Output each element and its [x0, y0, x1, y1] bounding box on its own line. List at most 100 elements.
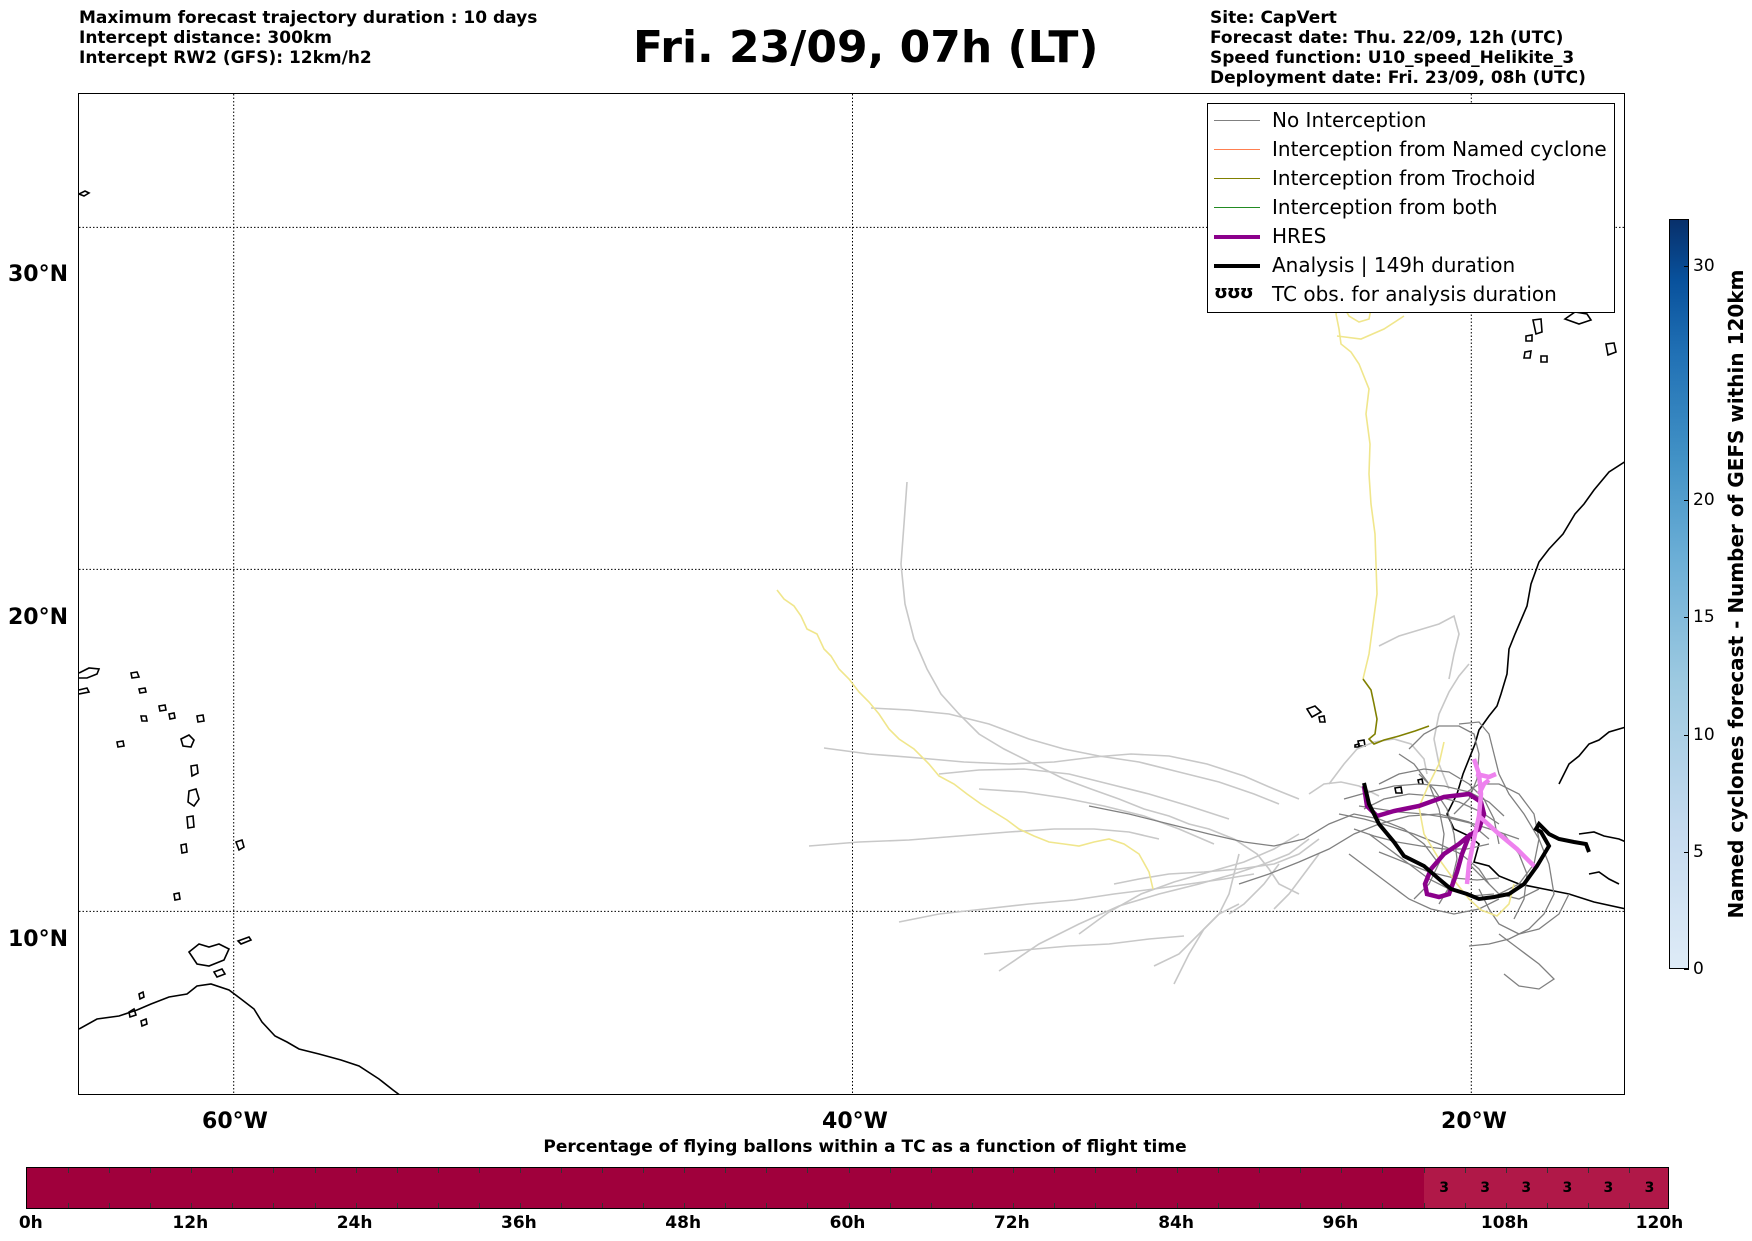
flight-bar-tick	[355, 1168, 357, 1173]
flight-bar-title: Percentage of flying ballons within a TC…	[543, 1137, 1187, 1157]
trajectory-light-14	[1378, 614, 1460, 680]
trajectories-no-interception-light	[808, 481, 1470, 985]
legend-label-hres: HRES	[1272, 224, 1327, 248]
info-speed-function: Speed function: U10_speed_Helikite_3	[1210, 48, 1575, 68]
flight-bar-tick	[1464, 1203, 1466, 1208]
trajectory-light-4	[898, 873, 1255, 923]
flight-bar-tick	[1300, 1203, 1302, 1208]
lon-label-60w: 60°W	[202, 1109, 268, 1134]
lon-label-40w: 40°W	[822, 1109, 888, 1134]
flight-bar-hour-label: 12h	[172, 1213, 209, 1233]
flight-bar-tick	[643, 1203, 645, 1208]
colorbar-tick-label: 20	[1693, 490, 1715, 511]
info-deployment-date: Deployment date: Fri. 23/09, 08h (UTC)	[1210, 68, 1586, 88]
legend-label-tc-obs: TC obs. for analysis duration	[1272, 282, 1557, 306]
analysis-track	[1362, 782, 1591, 902]
flight-bar-tick	[1341, 1203, 1343, 1208]
flight-bar-highlight	[1423, 1168, 1668, 1208]
flight-bar-tick	[889, 1203, 891, 1208]
flight-bar-value: 3	[1644, 1180, 1655, 1196]
flight-bar-tick	[1053, 1203, 1055, 1208]
coast-canaries-1	[1563, 311, 1593, 325]
flight-bar-tick	[1464, 1168, 1466, 1173]
flight-bar-tick	[68, 1168, 70, 1173]
hres-track	[1361, 785, 1487, 900]
flight-bar-tick	[971, 1168, 973, 1173]
flight-bar-tick	[807, 1203, 809, 1208]
colorbar-tickmark	[1684, 265, 1689, 267]
coast-canaries-3	[1525, 334, 1533, 342]
flight-bar-tick	[1587, 1203, 1589, 1208]
tc-obs-icon: ʊʊʊ	[1214, 282, 1254, 303]
cyclone-count-colorbar	[1669, 219, 1689, 969]
trajectory-light-2	[823, 747, 1300, 800]
coast-leeward-8	[116, 740, 125, 748]
legend-label-no-interception: No Interception	[1272, 108, 1427, 132]
flight-bar-tick	[1505, 1168, 1507, 1173]
trajectory-light-10	[1173, 903, 1240, 985]
coast-barbados	[234, 838, 245, 852]
flight-bar-tick	[602, 1168, 604, 1173]
legend-swatch-both	[1214, 207, 1260, 208]
flight-bar-tick	[766, 1168, 768, 1173]
flight-bar-tick	[1053, 1168, 1055, 1173]
legend-label-trochoid: Interception from Trochoid	[1272, 166, 1536, 190]
flight-bar-tick	[1218, 1168, 1220, 1173]
coast-canaries-6	[1523, 350, 1532, 359]
flight-bar-tick	[273, 1203, 275, 1208]
coastlines	[79, 190, 1624, 1094]
flight-bar-tick	[478, 1168, 480, 1173]
flight-bar-tick	[150, 1168, 152, 1173]
flight-bar-tick	[1341, 1168, 1343, 1173]
trajectory-yellow-west	[776, 589, 1154, 890]
flight-bar-tick	[478, 1203, 480, 1208]
coast-canaries-5	[1605, 342, 1617, 357]
trajectory-light-12	[1273, 853, 1320, 910]
trajectory-dark-7	[1343, 783, 1505, 817]
coast-leeward-5	[158, 704, 167, 712]
info-intercept-rw2: Intercept RW2 (GFS): 12km/h2	[79, 48, 372, 68]
colorbar-tickmark	[1684, 500, 1689, 502]
trajectory-dark-0	[1088, 805, 1440, 865]
coast-leeward-1	[79, 667, 101, 679]
coast-leeward-7	[168, 712, 176, 720]
coast-bissagos	[1578, 831, 1624, 843]
trajectory-light-17	[938, 768, 1230, 820]
coast-st-lucia	[186, 815, 195, 829]
flight-bar-tick	[1505, 1203, 1507, 1208]
trajectory-dark-9	[1348, 853, 1500, 915]
flight-bar-tick	[725, 1203, 727, 1208]
coast-africa-detail	[1558, 726, 1624, 785]
legend-label-analysis: Analysis | 149h duration	[1272, 253, 1516, 277]
trajectory-dark-16	[1478, 888, 1570, 935]
flight-bar-value: 3	[1521, 1180, 1532, 1196]
trajectory-light-11	[1228, 863, 1280, 915]
hres-track-light	[1464, 758, 1539, 885]
flight-bar-tick	[232, 1168, 234, 1173]
coast-leeward-2	[79, 687, 91, 695]
trajectory-light-3	[808, 828, 1160, 847]
legend-swatch-no-interception	[1214, 120, 1260, 121]
coast-cape-verde-1	[1305, 705, 1323, 719]
legend-label-both: Interception from both	[1272, 195, 1498, 219]
flight-bar-tick	[1546, 1203, 1548, 1208]
coast-trinidad	[187, 943, 231, 967]
flight-bar-hour-label: 0h	[18, 1213, 43, 1233]
flight-bar-tick	[1587, 1168, 1589, 1173]
site-parameters: Site: CapVert Forecast date: Thu. 22/09,…	[1210, 8, 1586, 88]
coast-leeward-3	[130, 671, 141, 679]
lat-label-10n: 10°N	[8, 927, 69, 952]
colorbar-tickmark	[1684, 969, 1689, 970]
trajectory-dark-2	[1408, 725, 1480, 815]
flight-bar-tick	[355, 1203, 357, 1208]
colorbar-tickmark	[1684, 734, 1689, 736]
trajectories-no-interception	[1088, 721, 1570, 990]
legend-item-analysis: Analysis | 149h duration	[1208, 251, 1614, 280]
flight-bar-tick	[1012, 1203, 1014, 1208]
flight-bar-tick	[930, 1203, 932, 1208]
coast-island-small-1	[140, 1017, 148, 1028]
flight-bar-tick	[1177, 1203, 1179, 1208]
flight-bar-tick	[1259, 1168, 1261, 1173]
flight-bar-tick	[1177, 1168, 1179, 1173]
coast-canaries-4	[1540, 355, 1548, 363]
